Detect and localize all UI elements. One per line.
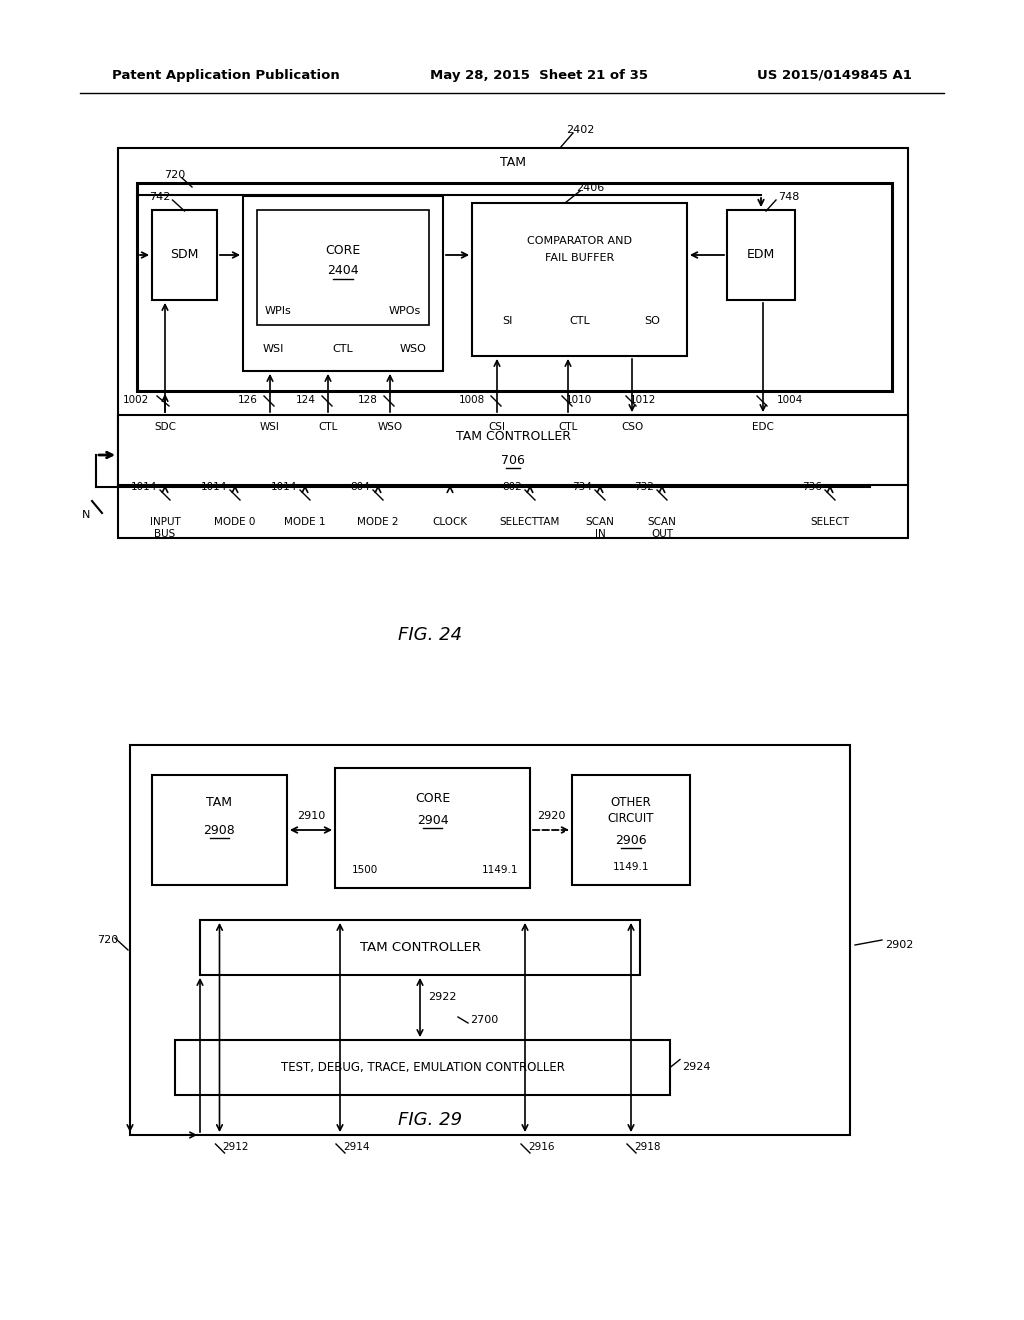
Bar <box>257 210 429 325</box>
Text: CTL: CTL <box>333 345 353 354</box>
Bar <box>727 210 795 300</box>
Text: 126: 126 <box>239 395 258 405</box>
Text: CSI: CSI <box>488 422 506 432</box>
Text: 732: 732 <box>634 482 654 492</box>
Text: 1014: 1014 <box>270 482 297 492</box>
Text: 1149.1: 1149.1 <box>481 865 518 875</box>
Text: 2700: 2700 <box>470 1015 499 1026</box>
Text: FAIL BUFFER: FAIL BUFFER <box>545 253 614 263</box>
Text: OTHER: OTHER <box>610 796 651 809</box>
Text: FIG. 24: FIG. 24 <box>398 626 462 644</box>
Text: SELECTTAM: SELECTTAM <box>500 517 560 527</box>
Text: 2402: 2402 <box>566 125 594 135</box>
Text: CTL: CTL <box>558 422 578 432</box>
Text: EDM: EDM <box>746 248 775 261</box>
Text: SELECT: SELECT <box>811 517 850 527</box>
Bar <box>152 210 217 300</box>
Text: TAM: TAM <box>207 796 232 809</box>
Text: 124: 124 <box>296 395 316 405</box>
Text: 2406: 2406 <box>575 183 604 193</box>
Text: 1012: 1012 <box>630 395 656 405</box>
Text: 720: 720 <box>165 170 185 180</box>
Text: 734: 734 <box>572 482 592 492</box>
Text: 736: 736 <box>802 482 822 492</box>
Text: SDM: SDM <box>170 248 199 261</box>
Bar <box>200 920 640 975</box>
Text: 1500: 1500 <box>352 865 378 875</box>
Text: 1014: 1014 <box>201 482 227 492</box>
Text: MODE 2: MODE 2 <box>357 517 398 527</box>
Text: MODE 1: MODE 1 <box>285 517 326 527</box>
Text: 128: 128 <box>358 395 378 405</box>
Text: SCAN
IN: SCAN IN <box>586 517 614 539</box>
Text: 2922: 2922 <box>428 993 457 1002</box>
Text: 742: 742 <box>148 191 170 202</box>
Text: SI: SI <box>502 315 512 326</box>
Text: WSO: WSO <box>399 345 426 354</box>
Text: CORE: CORE <box>326 244 360 257</box>
Text: TAM CONTROLLER: TAM CONTROLLER <box>359 941 480 954</box>
Text: WPOs: WPOs <box>389 306 421 315</box>
Text: 2916: 2916 <box>528 1142 555 1152</box>
Text: CLOCK: CLOCK <box>432 517 468 527</box>
Bar <box>175 1040 670 1096</box>
Bar <box>152 775 287 884</box>
Text: CSO: CSO <box>621 422 643 432</box>
Text: 2908: 2908 <box>204 824 236 837</box>
Bar <box>572 775 690 884</box>
Text: 2918: 2918 <box>634 1142 660 1152</box>
Bar <box>472 203 687 356</box>
Text: 1014: 1014 <box>131 482 157 492</box>
Text: SO: SO <box>644 315 659 326</box>
Text: US 2015/0149845 A1: US 2015/0149845 A1 <box>757 69 912 82</box>
Text: 2902: 2902 <box>885 940 913 950</box>
Text: 1002: 1002 <box>123 395 150 405</box>
Text: WSI: WSI <box>260 422 280 432</box>
Bar <box>130 744 850 1135</box>
Text: CTL: CTL <box>569 315 590 326</box>
Text: SCAN
OUT: SCAN OUT <box>647 517 677 539</box>
Text: WSO: WSO <box>378 422 402 432</box>
Text: 2920: 2920 <box>537 810 565 821</box>
Text: 1004: 1004 <box>777 395 803 405</box>
Bar <box>137 183 892 391</box>
Text: WPIs: WPIs <box>265 306 292 315</box>
Text: 2914: 2914 <box>343 1142 370 1152</box>
Text: SDC: SDC <box>154 422 176 432</box>
Bar <box>118 148 908 539</box>
Text: 804: 804 <box>350 482 370 492</box>
Text: COMPARATOR AND: COMPARATOR AND <box>527 236 632 246</box>
Text: CORE: CORE <box>415 792 451 804</box>
Text: May 28, 2015  Sheet 21 of 35: May 28, 2015 Sheet 21 of 35 <box>430 69 648 82</box>
Text: CTL: CTL <box>318 422 338 432</box>
Text: 1008: 1008 <box>459 395 485 405</box>
Text: MODE 0: MODE 0 <box>214 517 256 527</box>
Text: TEST, DEBUG, TRACE, EMULATION CONTROLLER: TEST, DEBUG, TRACE, EMULATION CONTROLLER <box>281 1061 564 1074</box>
Bar <box>335 768 530 888</box>
Text: EDC: EDC <box>752 422 774 432</box>
Text: 2924: 2924 <box>682 1063 711 1072</box>
Text: 2910: 2910 <box>297 810 326 821</box>
Text: 2906: 2906 <box>615 833 647 846</box>
Text: INPUT
BUS: INPUT BUS <box>150 517 180 539</box>
Text: 802: 802 <box>502 482 522 492</box>
Text: N: N <box>82 510 90 520</box>
Bar <box>118 414 908 484</box>
Text: TAM CONTROLLER: TAM CONTROLLER <box>456 430 570 444</box>
Text: TAM: TAM <box>500 157 526 169</box>
Text: FIG. 29: FIG. 29 <box>398 1111 462 1129</box>
Text: 1010: 1010 <box>566 395 592 405</box>
Text: 1149.1: 1149.1 <box>612 862 649 873</box>
Text: 2912: 2912 <box>222 1142 249 1152</box>
Text: 2404: 2404 <box>328 264 358 277</box>
Text: Patent Application Publication: Patent Application Publication <box>112 69 340 82</box>
Text: CIRCUIT: CIRCUIT <box>608 812 654 825</box>
Text: 748: 748 <box>778 191 800 202</box>
Bar <box>243 195 443 371</box>
Text: WSI: WSI <box>262 345 284 354</box>
Text: 720: 720 <box>97 935 119 945</box>
Text: 2904: 2904 <box>417 813 449 826</box>
Text: 706: 706 <box>501 454 525 466</box>
